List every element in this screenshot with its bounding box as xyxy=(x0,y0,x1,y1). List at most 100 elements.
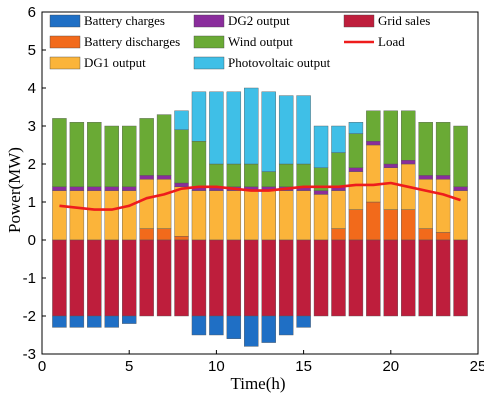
bar-segment xyxy=(104,186,119,191)
bar-segment xyxy=(209,315,224,336)
bar-segment xyxy=(401,209,416,241)
legend: Battery charges DG2 output Grid sales Batte… xyxy=(49,13,430,70)
y-tick-label: 1 xyxy=(28,194,36,211)
bar-segment xyxy=(348,121,364,134)
y-tick-label: 5 xyxy=(28,42,36,59)
bar-segment xyxy=(366,140,381,146)
x-tick-label: 0 xyxy=(38,358,46,375)
bar-segment xyxy=(435,121,451,176)
legend-swatch xyxy=(193,56,225,70)
bar-segment xyxy=(121,125,137,187)
y-tick-label: 3 xyxy=(28,118,36,135)
bar-segment xyxy=(418,239,433,317)
bar-segment xyxy=(69,190,85,241)
bar-segment xyxy=(191,91,207,142)
bar-segment xyxy=(383,209,398,241)
bar-segment xyxy=(418,178,433,229)
bar-segment xyxy=(331,228,346,241)
bar-segment xyxy=(209,239,224,317)
x-tick-label: 10 xyxy=(208,358,225,375)
bar-segment xyxy=(261,91,276,172)
bar-segment xyxy=(209,91,224,165)
bar-segment xyxy=(331,239,346,317)
bar-segment xyxy=(313,194,329,241)
legend-swatch xyxy=(193,14,225,28)
bar-segment xyxy=(366,239,381,317)
bar-segment xyxy=(121,190,137,241)
bar-segment xyxy=(69,186,85,191)
bar-segment xyxy=(366,110,381,142)
bar-segment xyxy=(104,125,119,187)
bars-group xyxy=(52,87,468,347)
legend-swatch xyxy=(49,14,81,28)
bar-segment xyxy=(244,163,259,187)
legend-swatch xyxy=(49,35,81,49)
bar-segment xyxy=(174,182,189,187)
bar-segment xyxy=(139,118,154,176)
bar-segment xyxy=(139,178,154,229)
bar-segment xyxy=(52,239,67,317)
legend-label: DG2 output xyxy=(228,13,290,28)
bar-segment xyxy=(366,144,381,203)
bar-segment xyxy=(453,186,468,191)
bar-segment xyxy=(156,114,172,176)
legend-label: DG1 output xyxy=(84,55,146,70)
bar-segment xyxy=(453,125,468,187)
bar-segment xyxy=(348,133,364,169)
bar-segment xyxy=(435,178,451,233)
bar-segment xyxy=(244,87,259,165)
bar-segment xyxy=(121,186,137,191)
bar-segment xyxy=(69,121,85,187)
y-axis-title: Power(MW) xyxy=(5,147,24,233)
bar-segment xyxy=(331,125,346,153)
bar-segment xyxy=(226,315,242,339)
bar-segment xyxy=(52,118,67,188)
bar-segment xyxy=(139,239,154,317)
bar-segment xyxy=(278,95,294,165)
bar-segment xyxy=(296,95,311,165)
bar-segment xyxy=(52,186,67,191)
bar-segment xyxy=(296,239,311,317)
y-tick-label: 4 xyxy=(28,80,36,97)
load-line xyxy=(59,181,461,211)
bar-segment xyxy=(278,163,294,187)
bar-segment xyxy=(366,201,381,241)
bar-segment xyxy=(278,190,294,241)
bar-segment xyxy=(156,178,172,229)
y-tick-label: -2 xyxy=(23,308,36,325)
bar-segment xyxy=(191,315,207,336)
bar-segment xyxy=(348,167,364,172)
bar-segment xyxy=(156,239,172,317)
bar-segment xyxy=(313,190,329,195)
bar-segment xyxy=(383,163,398,168)
bar-segment xyxy=(244,315,259,347)
bar-segment xyxy=(69,315,85,328)
plot-frame xyxy=(41,11,479,355)
legend-swatch xyxy=(343,14,375,28)
bar-segment xyxy=(209,190,224,241)
bar-segment xyxy=(104,190,119,241)
bar-segment xyxy=(331,152,346,188)
bar-segment xyxy=(331,190,346,229)
x-axis-title: Time(h) xyxy=(230,374,285,393)
bar-segment xyxy=(174,129,189,184)
bar-segment xyxy=(87,239,102,317)
bar-segment xyxy=(121,315,137,324)
legend-label: Photovoltaic output xyxy=(228,55,331,70)
bar-segment xyxy=(209,163,224,187)
bar-segment xyxy=(191,140,207,187)
bar-segment xyxy=(401,110,416,161)
bar-segment xyxy=(226,239,242,317)
y-tick-label: 2 xyxy=(28,156,36,173)
x-tick-label: 15 xyxy=(295,358,312,375)
legend-label: Battery discharges xyxy=(84,34,180,49)
legend-label: Load xyxy=(378,34,405,49)
legend-label: Grid sales xyxy=(378,13,430,28)
bar-segment xyxy=(174,110,189,131)
bar-segment xyxy=(383,167,398,210)
bar-segment xyxy=(296,163,311,187)
bar-segment xyxy=(244,239,259,317)
legend-label: Wind output xyxy=(228,34,293,49)
bar-segment xyxy=(121,239,137,317)
bar-segment xyxy=(383,110,398,165)
